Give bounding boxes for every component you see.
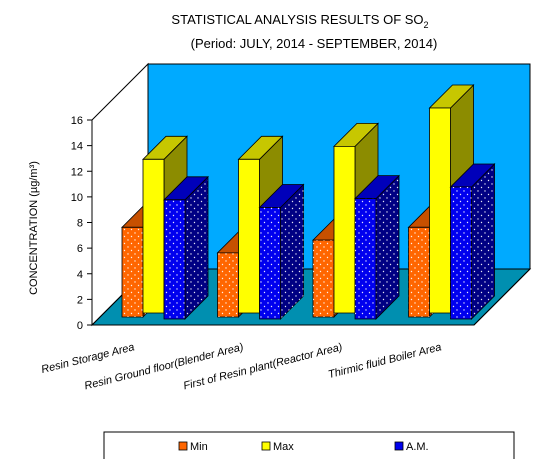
x-tick-label: Thirmic fluid Boiler Area (327, 341, 443, 381)
legend: Min Max A.M. (103, 431, 515, 459)
bar-am-1 (163, 175, 209, 320)
bar-front (429, 107, 451, 314)
bar-side-pattern (471, 164, 495, 319)
legend-box (103, 431, 515, 459)
y-tick-label: 2 (77, 294, 83, 306)
bar-side-pattern (185, 176, 208, 319)
bar-am-2 (258, 183, 305, 320)
y-axis: 0 2 4 6 8 10 12 14 16 (71, 115, 531, 332)
legend-swatch-2 (261, 441, 271, 451)
y-tick-label: 10 (71, 192, 83, 204)
bar-am-4 (449, 163, 496, 320)
legend-label-2: Max (273, 441, 294, 453)
y-tick-label: 4 (77, 269, 83, 281)
bars (121, 84, 496, 320)
legend-swatch-3 (394, 441, 404, 451)
y-axis-label: CONCENTRATION (µg/m³) (28, 161, 40, 295)
y-tick-label: 12 (71, 166, 83, 178)
bar-front-pattern (355, 198, 376, 319)
bar-front (238, 158, 260, 314)
bar-front (333, 145, 356, 314)
bar-front-pattern (164, 199, 185, 319)
bar-am-3 (354, 174, 400, 320)
legend-label-3: A.M. (406, 441, 429, 453)
bar-side-pattern (376, 175, 399, 319)
bar-front-pattern (122, 227, 143, 317)
legend-label-1: Min (190, 441, 208, 453)
x-tick-label: First of Resin plant(Reactor Area) (182, 341, 344, 392)
bar-front-pattern (259, 207, 281, 319)
bar-front (142, 158, 165, 314)
bar-front-pattern (450, 187, 472, 319)
legend-swatch-1 (178, 441, 188, 451)
floor-right-edge (473, 268, 531, 326)
y-tick-label: 14 (71, 141, 83, 153)
y-tick-label: 0 (77, 320, 83, 332)
chart-subtitle: (Period: JULY, 2014 - SEPTEMBER, 2014) (191, 36, 438, 51)
bar-side-pattern (280, 184, 304, 319)
bar-front-pattern (313, 240, 334, 317)
y-tick-label: 16 (71, 115, 83, 127)
y-tick-label: 6 (77, 243, 83, 255)
bar-front-pattern (408, 227, 430, 317)
chart-title: STATISTICAL ANALYSIS RESULTS OF SO2 (171, 12, 428, 30)
bar-front-pattern (217, 252, 239, 317)
y-tick-label: 8 (77, 218, 83, 230)
